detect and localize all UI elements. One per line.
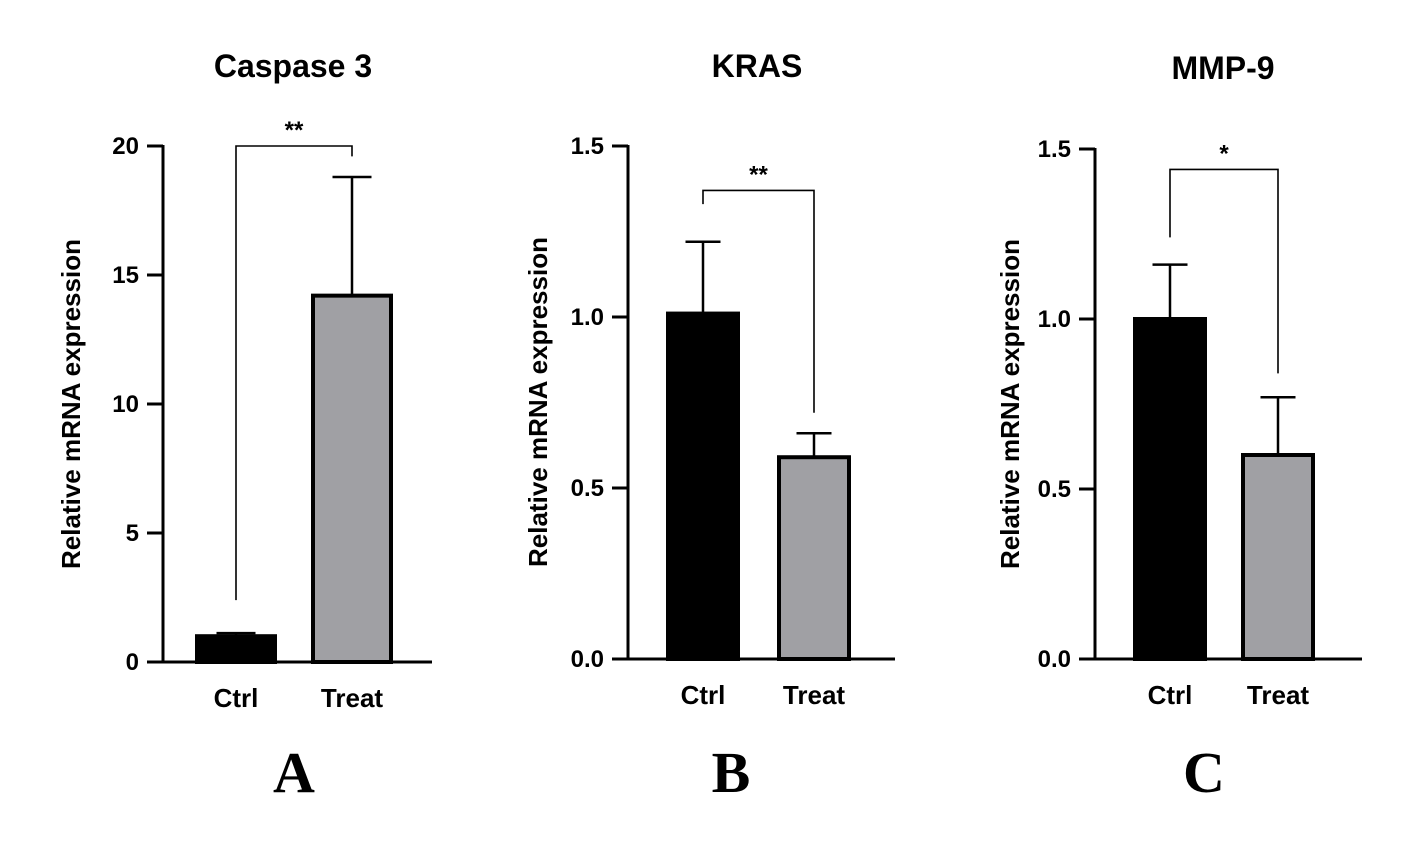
bar-ctrl [195, 634, 277, 665]
significance-label: ** [285, 117, 304, 144]
y-tick-label: 20 [112, 133, 139, 160]
chart-title: KRAS [712, 48, 803, 84]
chart-title: Caspase 3 [214, 48, 372, 84]
significance-bracket [235, 145, 353, 601]
y-tick-label: 0 [126, 649, 139, 676]
y-tick-label: 5 [126, 520, 139, 547]
y-tick-label: 0.5 [571, 475, 604, 502]
bar-treat [777, 455, 851, 661]
significance-label: ** [749, 161, 768, 188]
bar-ctrl [1133, 317, 1207, 661]
x-tick-label: Ctrl [214, 683, 259, 713]
chart-panel-1: Caspase 3 Relative mRNA expression 0 5 10 15 2… [56, 48, 432, 805]
significance-bracket [702, 189, 815, 413]
bar-treat [1241, 453, 1315, 661]
y-axis-label: Relative mRNA expression [995, 239, 1025, 569]
chart-panel-2: KRAS Relative mRNA expression 0.0 0.5 1.0 1.5… [523, 48, 895, 805]
y-tick-label: 0.5 [1038, 476, 1071, 503]
chart-title: MMP-9 [1171, 50, 1274, 86]
y-tick-label: 10 [112, 391, 139, 418]
bar-ctrl [666, 311, 740, 661]
x-tick-label: Treat [783, 680, 845, 710]
panel-label: A [273, 740, 315, 805]
y-tick-label: 15 [112, 262, 139, 289]
y-tick-label: 1.0 [1038, 306, 1071, 333]
y-axis-label: Relative mRNA expression [56, 239, 86, 569]
bar-treat [311, 293, 393, 664]
y-tick-label: 0.0 [1038, 646, 1071, 673]
x-tick-label: Ctrl [681, 680, 726, 710]
significance-label: * [1219, 140, 1229, 167]
y-tick-label: 1.5 [571, 133, 604, 160]
x-tick-label: Treat [321, 683, 383, 713]
significance-bracket [1169, 168, 1279, 374]
panel-label: C [1183, 740, 1225, 805]
panel-label: B [712, 740, 751, 805]
x-tick-label: Treat [1247, 680, 1309, 710]
y-tick-label: 1.0 [571, 304, 604, 331]
y-tick-label: 0.0 [571, 646, 604, 673]
chart-panel-3: MMP-9 Relative mRNA expression 0.0 0.5 1.0 1.… [995, 50, 1362, 805]
x-tick-label: Ctrl [1148, 680, 1193, 710]
y-axis-label: Relative mRNA expression [523, 237, 553, 567]
y-tick-label: 1.5 [1038, 136, 1071, 163]
